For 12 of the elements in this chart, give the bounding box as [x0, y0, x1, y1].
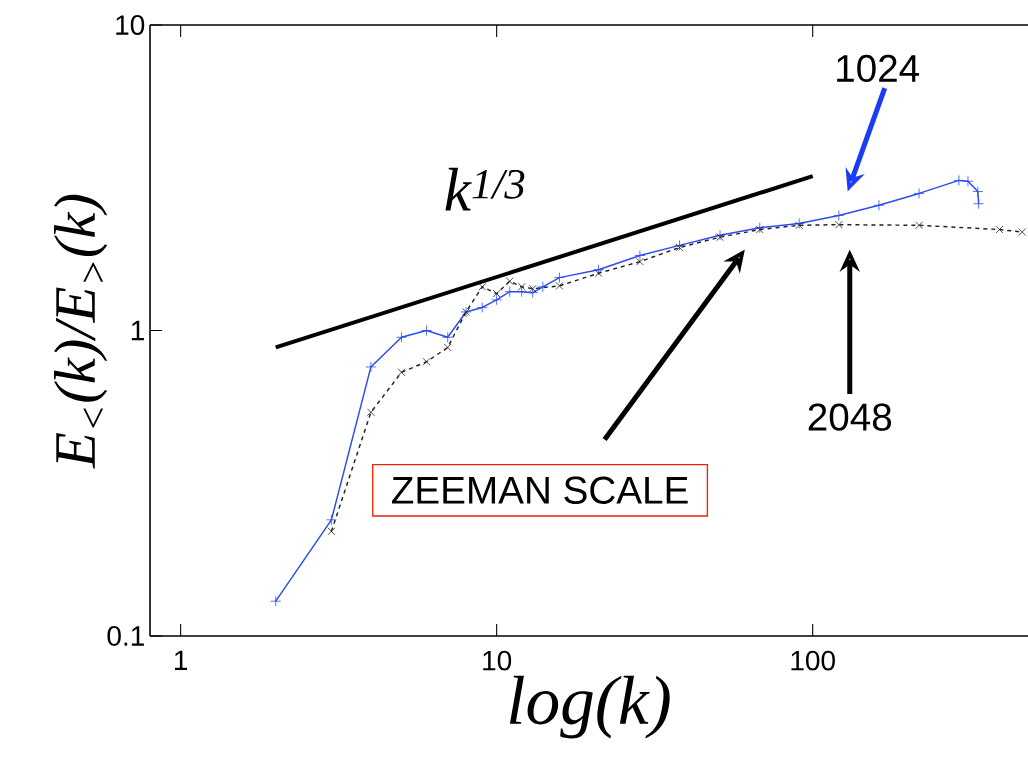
y-tick-label: 10 — [116, 15, 145, 35]
y-axis-title: E$_{<}$(k)/E$_{>}$(k) — [54, 194, 108, 469]
y-tick-label: 0.1 — [107, 626, 144, 646]
x-tick-label: 10 — [483, 650, 512, 671]
annotation: 1024 — [837, 54, 920, 83]
x-tick-label: 1 — [174, 650, 188, 670]
annotation: 2048 — [808, 403, 892, 431]
y-tick-label: 1 — [131, 320, 144, 341]
series-label: k$^{1/3}$ — [445, 167, 525, 211]
x-tick-label: 100 — [791, 650, 835, 671]
x-axis-title: log(k) — [509, 675, 670, 739]
annotation: ZEEMAN SCALE — [391, 476, 688, 504]
